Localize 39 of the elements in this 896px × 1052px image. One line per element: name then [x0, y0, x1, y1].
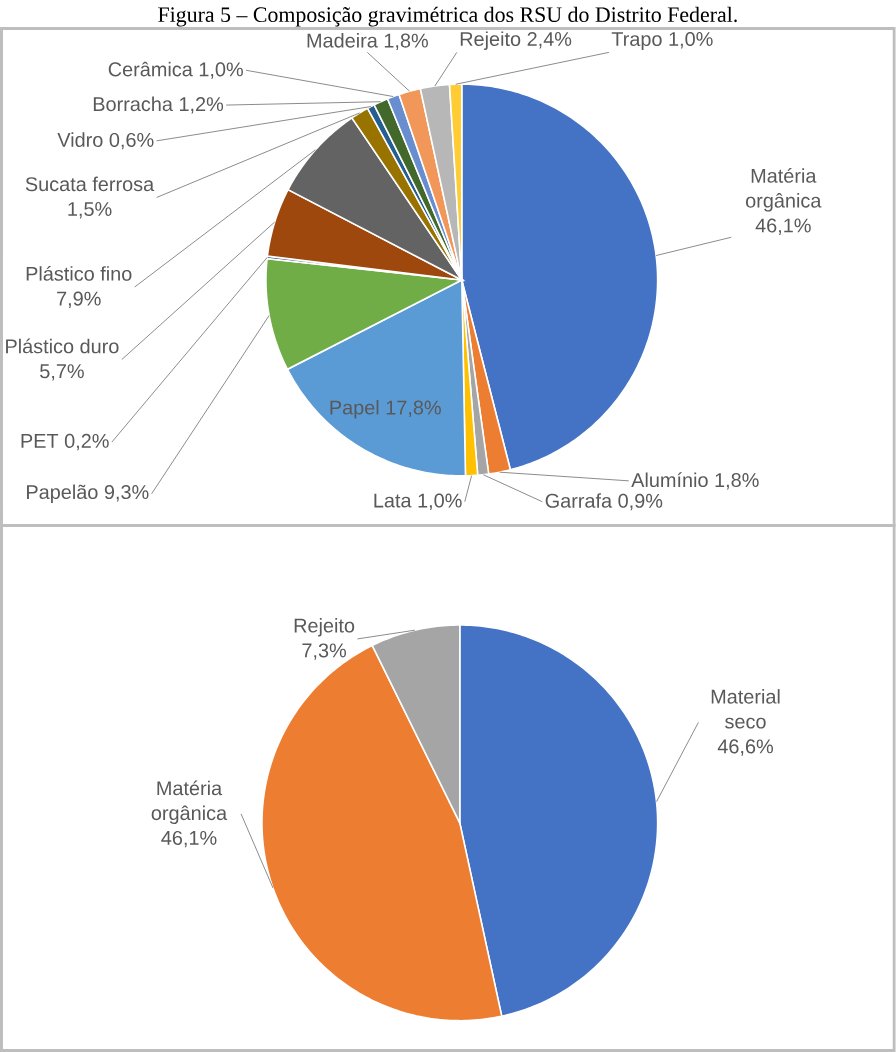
slice-label: Material seco	[711, 689, 780, 729]
slice-label: Plástico fino	[26, 265, 132, 281]
slice-label: Alumínio	[631, 472, 708, 488]
data-label: 1,8%	[385, 33, 429, 50]
slice-label: Papel	[330, 400, 379, 419]
data-label: 5,7%	[40, 364, 85, 381]
slice-label: Garrafa	[545, 493, 613, 508]
slice-label: Matéria orgânica	[151, 780, 228, 825]
data-label: 46,1%	[161, 830, 217, 848]
data-label: 1,8%	[715, 473, 759, 490]
slice-label: Sucata ferrosa	[25, 176, 155, 192]
slice-label: Matéria orgânica	[746, 167, 822, 212]
slice-label: Lata	[374, 493, 412, 508]
data-label: 0,9%	[618, 493, 663, 511]
data-label: 9,3%	[104, 485, 149, 502]
data-label: 2,4%	[527, 31, 572, 49]
data-label: 17,8%	[386, 400, 442, 417]
slice-label: Borracha	[94, 96, 174, 112]
slice-label: Cerâmica	[108, 61, 193, 77]
data-label: 1,5%	[68, 202, 112, 219]
chart-title: Figura 5 – Composição gravimétrica dos RSU do Distrito Federal.	[158, 6, 737, 27]
slice-label: Vidro	[57, 132, 103, 147]
slice-label: PET	[21, 434, 59, 448]
data-label: 1,2%	[180, 97, 224, 114]
data-label: 1,0%	[418, 493, 462, 510]
data-label: 7,9%	[57, 291, 101, 309]
slice-label: Papelão	[27, 484, 98, 504]
data-label: 0,2%	[65, 433, 109, 451]
data-label: 1,0%	[669, 31, 713, 49]
slice-label: Rejeito	[460, 31, 521, 50]
slice-label: Trapo	[611, 32, 662, 50]
slice-label: Rejeito	[294, 618, 355, 637]
data-label: 1,0%	[200, 62, 244, 79]
slice-label: Plástico duro	[6, 338, 119, 354]
slice-label: Madeira	[307, 33, 378, 48]
data-label: 7,3%	[302, 643, 347, 660]
data-label: 46,6%	[717, 739, 774, 756]
data-label: 0,6%	[109, 132, 154, 150]
data-label: 46,1%	[755, 218, 811, 235]
